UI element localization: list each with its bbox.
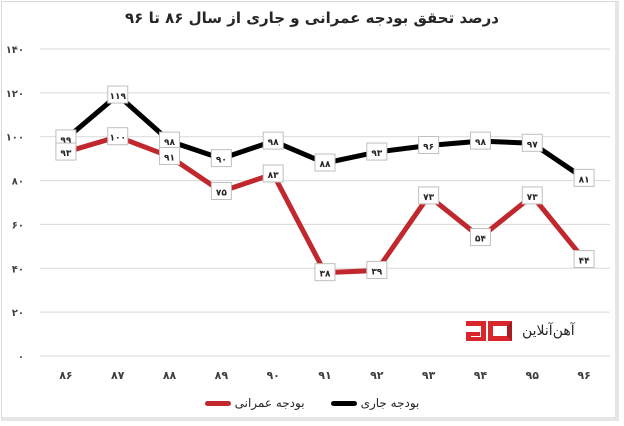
data-label: ۸۱: [573, 168, 595, 187]
svg-text:۹۹: ۹۹: [60, 136, 71, 146]
y-tick-label: ۱۲۰: [6, 89, 24, 100]
x-tick-label: ۹۲: [370, 369, 384, 382]
svg-text:۸۸: ۸۸: [320, 160, 331, 170]
svg-text:۹۳: ۹۳: [60, 149, 71, 159]
svg-text:۸۳: ۸۳: [268, 171, 279, 181]
data-label: ۸۳: [262, 164, 284, 183]
data-label: ۸۸: [314, 153, 336, 172]
data-label: ۹۸: [469, 131, 491, 150]
x-tick-label: ۹۰: [266, 369, 279, 382]
data-label: ۴۴: [573, 250, 595, 269]
y-tick-label: ۶۰: [12, 220, 24, 231]
data-label: ۷۳: [521, 186, 543, 205]
y-tick-label: ۱۴۰: [6, 45, 24, 56]
data-label: ۱۰۰: [107, 127, 129, 146]
legend-item-current-budget[interactable]: بودجه جاری: [330, 396, 420, 410]
data-label: ۹۰: [210, 149, 232, 168]
data-label: ۹۸: [159, 131, 181, 150]
svg-text:۵۴: ۵۴: [475, 235, 486, 245]
svg-text:۷۵: ۷۵: [216, 189, 227, 199]
svg-text:۴۴: ۴۴: [579, 257, 590, 267]
svg-text:۹۷: ۹۷: [527, 140, 538, 150]
svg-text:۹۸: ۹۸: [164, 138, 175, 148]
svg-text:۱۱۹: ۱۱۹: [109, 92, 126, 102]
data-label: ۹۷: [521, 133, 543, 152]
y-tick-label: ۱۰۰: [6, 133, 24, 144]
x-tick-label: ۸۹: [215, 369, 229, 382]
data-label: ۵۴: [469, 228, 491, 247]
x-tick-label: ۹۳: [422, 369, 436, 382]
y-tick-label: ۰: [18, 352, 24, 363]
brand-name: آهن‌آنلاین: [522, 323, 575, 339]
x-tick-label: ۹۶: [577, 369, 590, 382]
svg-text:۹۳: ۹۳: [371, 149, 382, 159]
data-label: ۹۸: [262, 131, 284, 150]
x-tick-label: ۸۷: [111, 369, 125, 382]
brand-watermark: آهن‌آنلاین: [464, 318, 575, 344]
legend-swatch-icon: [204, 400, 231, 406]
svg-text:۹۶: ۹۶: [423, 142, 434, 152]
data-label: ۹۶: [418, 135, 440, 154]
data-label: ۹۱: [159, 146, 181, 165]
svg-text:۹۱: ۹۱: [164, 153, 175, 163]
legend-item-development-budget[interactable]: بودجه عمرانی: [204, 396, 305, 410]
x-tick-label: ۹۴: [474, 369, 488, 382]
y-tick-label: ۴۰: [12, 264, 24, 275]
legend-label: بودجه عمرانی: [234, 396, 305, 410]
data-label: ۷۵: [210, 182, 232, 201]
legend-swatch-icon: [330, 400, 357, 406]
data-label: ۳۸: [314, 263, 336, 282]
svg-text:۳۹: ۳۹: [371, 267, 382, 277]
x-tick-label: ۸۶: [59, 369, 72, 382]
data-label: ۹۳: [55, 142, 77, 161]
brand-logo-icon: [466, 321, 512, 341]
data-label: ۷۳: [418, 186, 440, 205]
y-tick-label: ۲۰: [12, 308, 24, 319]
svg-text:۹۸: ۹۸: [268, 138, 279, 148]
data-label: ۱۱۹: [107, 85, 129, 104]
svg-text:۷۳: ۷۳: [423, 193, 434, 203]
legend-label: بودجه جاری: [360, 396, 420, 410]
svg-text:۱۰۰: ۱۰۰: [109, 134, 125, 144]
data-label: ۹۳: [366, 142, 388, 161]
svg-text:۹۸: ۹۸: [475, 138, 486, 148]
x-tick-label: ۸۸: [163, 369, 177, 382]
x-tick-label: ۹۱: [318, 369, 331, 382]
chart-title: درصد تحقق بودجه عمرانی و جاری از سال ۸۶ …: [125, 9, 499, 27]
chart-legend: بودجه جاری بودجه عمرانی: [0, 396, 624, 410]
x-tick-label: ۹۵: [526, 369, 540, 382]
svg-text:۹۰: ۹۰: [216, 156, 227, 166]
svg-text:۳۸: ۳۸: [320, 270, 331, 280]
data-label: ۳۹: [366, 260, 388, 279]
svg-text:۸۱: ۸۱: [579, 175, 590, 185]
svg-text:۷۳: ۷۳: [527, 193, 538, 203]
y-tick-label: ۸۰: [12, 177, 24, 188]
